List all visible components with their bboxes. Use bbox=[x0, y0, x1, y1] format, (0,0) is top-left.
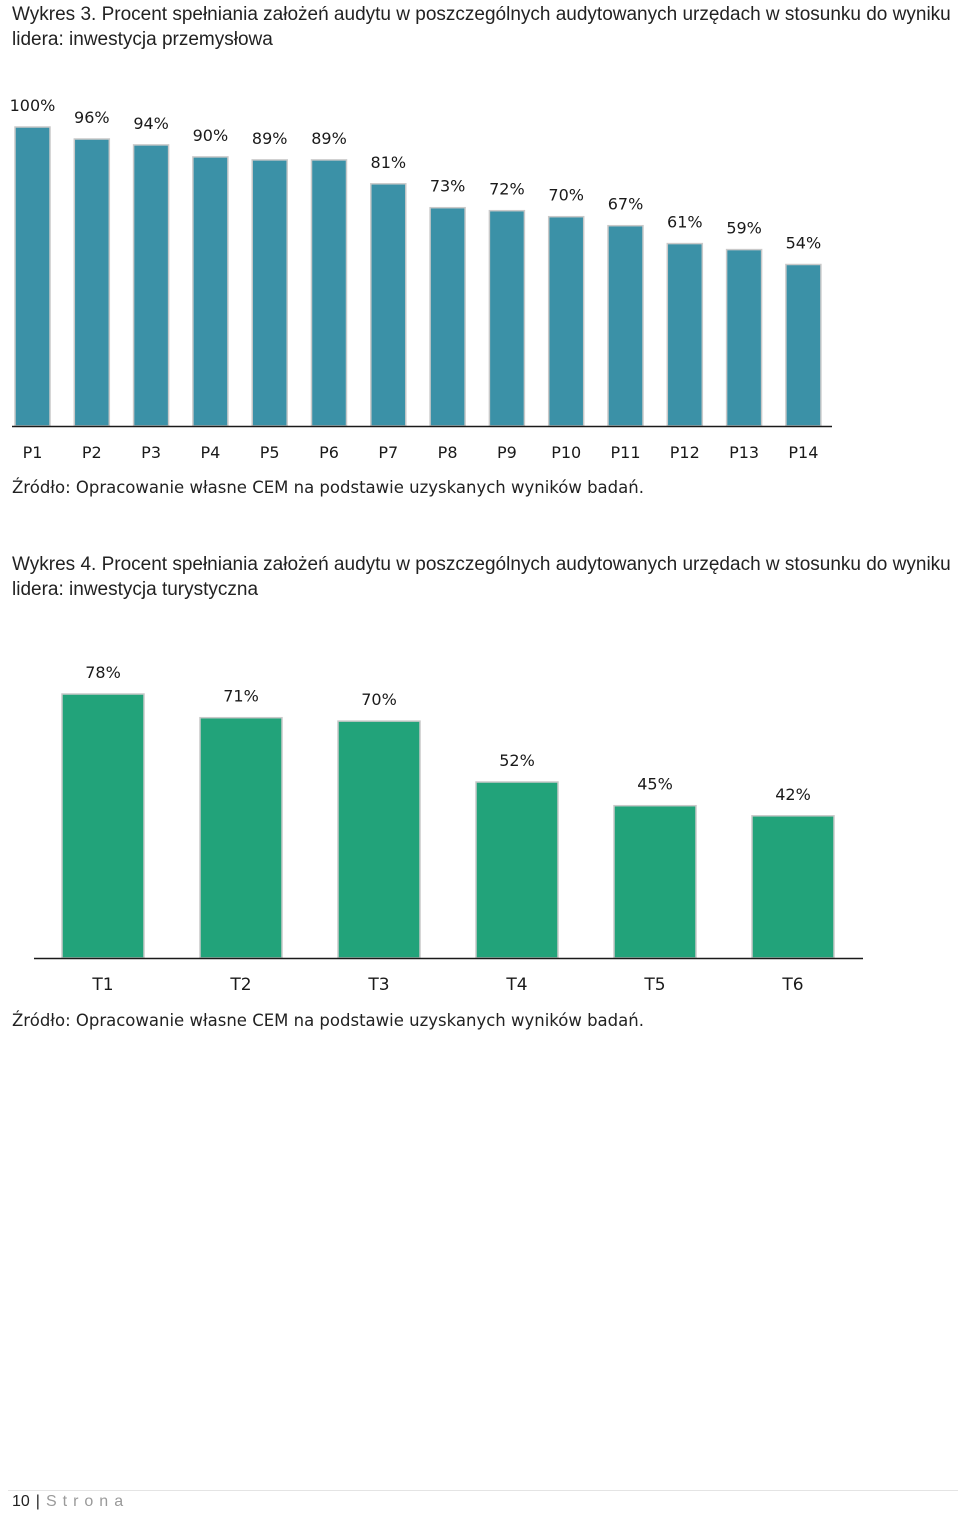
data-label-p9: 72% bbox=[489, 180, 525, 199]
bar-p9 bbox=[488, 209, 526, 427]
data-label-p6: 89% bbox=[311, 129, 347, 148]
tick-label-t6: T6 bbox=[781, 975, 803, 995]
data-label-p10: 70% bbox=[548, 186, 584, 205]
bar-t3 bbox=[337, 720, 421, 959]
chart3-source-note: Źródło: Opracowanie własne CEM na podsta… bbox=[12, 478, 644, 497]
chart4-source-note: Źródło: Opracowanie własne CEM na podsta… bbox=[12, 1011, 644, 1030]
data-label-t4: 52% bbox=[499, 751, 535, 770]
tick-label-p8: P8 bbox=[438, 443, 458, 462]
tick-label-p13: P13 bbox=[729, 443, 759, 462]
page-word: Strona bbox=[45, 1493, 130, 1510]
tick-label-p14: P14 bbox=[788, 443, 818, 462]
data-label-t6: 42% bbox=[775, 785, 811, 804]
tick-label-p9: P9 bbox=[497, 443, 517, 462]
chart4-caption: Wykres 4. Procent spełniania założeń aud… bbox=[12, 554, 951, 600]
bar-p10 bbox=[547, 215, 585, 427]
data-label-t3: 70% bbox=[361, 690, 397, 709]
data-label-p12: 61% bbox=[667, 213, 703, 232]
tick-label-t5: T5 bbox=[643, 975, 665, 995]
tick-label-p6: P6 bbox=[319, 443, 339, 462]
tick-label-p12: P12 bbox=[670, 443, 700, 462]
data-label-t2: 71% bbox=[223, 687, 259, 706]
tick-label-p3: P3 bbox=[141, 443, 161, 462]
bar-t2 bbox=[199, 716, 283, 959]
page-number: 10 bbox=[12, 1493, 30, 1510]
data-label-p11: 67% bbox=[608, 195, 644, 214]
bar-t1 bbox=[61, 693, 145, 959]
footer-divider bbox=[8, 1490, 958, 1491]
tick-label-p4: P4 bbox=[200, 443, 220, 462]
footer-separator: | bbox=[35, 1493, 40, 1510]
data-label-p4: 90% bbox=[193, 126, 229, 145]
bar-p1 bbox=[14, 126, 51, 427]
data-label-p14: 54% bbox=[786, 234, 822, 253]
bar-p13 bbox=[725, 248, 763, 427]
data-label-t1: 78% bbox=[85, 663, 121, 682]
data-label-p8: 73% bbox=[430, 177, 466, 196]
data-label-p1: 100% bbox=[10, 96, 56, 115]
tick-label-t2: T2 bbox=[229, 975, 251, 995]
chart3-caption: Wykres 3. Procent spełniania założeń aud… bbox=[12, 4, 951, 50]
tick-label-t1: T1 bbox=[91, 975, 113, 995]
tick-label-p1: P1 bbox=[23, 443, 43, 462]
bar-t6 bbox=[751, 815, 835, 959]
tick-label-p11: P11 bbox=[610, 443, 640, 462]
data-label-p3: 94% bbox=[133, 114, 169, 133]
data-label-p2: 96% bbox=[74, 108, 110, 127]
bar-t5 bbox=[613, 804, 697, 959]
bar-p7 bbox=[370, 183, 407, 427]
data-label-p5: 89% bbox=[252, 129, 288, 148]
data-label-t5: 45% bbox=[637, 775, 673, 794]
tick-label-t3: T3 bbox=[367, 975, 389, 995]
tick-label-p2: P2 bbox=[82, 443, 102, 462]
bar-p8 bbox=[429, 206, 466, 427]
bar-p2 bbox=[73, 138, 111, 427]
chart3-bar-chart: 100% P1 96% P2 94% P3 90% P4 89% P5 89% P6 81% P7 73% P… bbox=[10, 96, 832, 462]
tick-label-p7: P7 bbox=[378, 443, 398, 462]
tick-label-p5: P5 bbox=[260, 443, 280, 462]
data-label-p13: 59% bbox=[726, 219, 762, 238]
tick-label-p10: P10 bbox=[551, 443, 581, 462]
page-footer: 10 | Strona bbox=[12, 1493, 129, 1511]
bar-p5 bbox=[251, 159, 288, 427]
bar-p14 bbox=[785, 263, 822, 427]
bar-t4 bbox=[475, 781, 559, 959]
data-label-p7: 81% bbox=[371, 153, 407, 172]
tick-label-t4: T4 bbox=[505, 975, 527, 995]
chart4-bar-chart: 78% T1 71% T2 70% T3 52% T4 45% T5 42% T6 bbox=[34, 663, 863, 995]
